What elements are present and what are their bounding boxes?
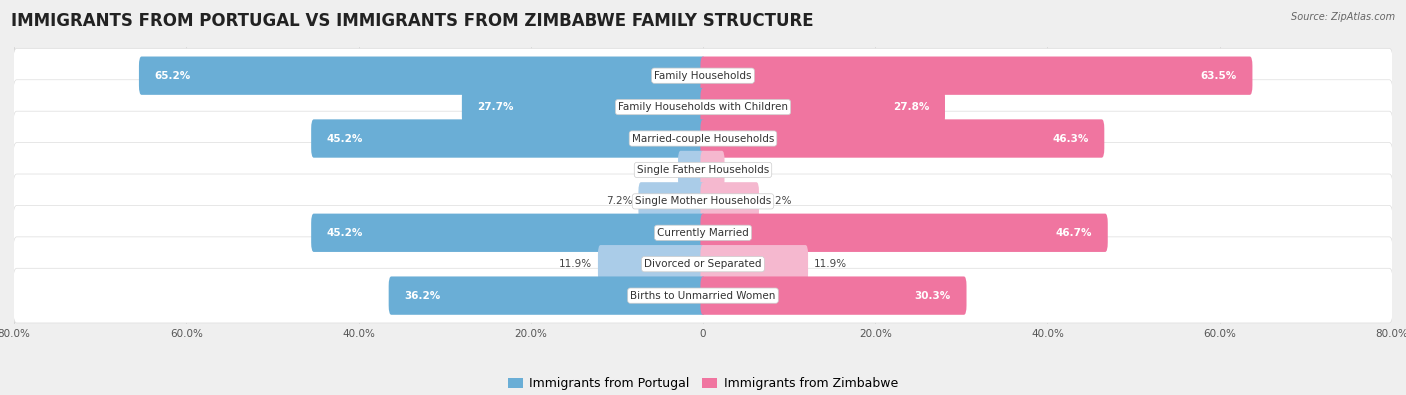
Text: Births to Unmarried Women: Births to Unmarried Women [630, 291, 776, 301]
Text: 11.9%: 11.9% [814, 259, 848, 269]
Text: 6.2%: 6.2% [765, 196, 792, 206]
FancyBboxPatch shape [700, 245, 808, 283]
FancyBboxPatch shape [13, 237, 1393, 292]
FancyBboxPatch shape [311, 119, 706, 158]
FancyBboxPatch shape [13, 48, 1393, 103]
FancyBboxPatch shape [638, 182, 706, 220]
Text: 27.8%: 27.8% [893, 102, 929, 112]
FancyBboxPatch shape [700, 56, 1253, 95]
FancyBboxPatch shape [13, 80, 1393, 134]
Text: 45.2%: 45.2% [326, 134, 363, 143]
FancyBboxPatch shape [461, 88, 706, 126]
Text: 63.5%: 63.5% [1201, 71, 1237, 81]
Text: 46.3%: 46.3% [1053, 134, 1088, 143]
FancyBboxPatch shape [388, 276, 706, 315]
FancyBboxPatch shape [13, 205, 1393, 260]
Text: 36.2%: 36.2% [404, 291, 440, 301]
Text: Family Households: Family Households [654, 71, 752, 81]
FancyBboxPatch shape [139, 56, 706, 95]
Text: Single Mother Households: Single Mother Households [636, 196, 770, 206]
FancyBboxPatch shape [13, 111, 1393, 166]
FancyBboxPatch shape [700, 88, 945, 126]
FancyBboxPatch shape [678, 151, 706, 189]
FancyBboxPatch shape [311, 214, 706, 252]
Text: 30.3%: 30.3% [915, 291, 950, 301]
Text: 46.7%: 46.7% [1056, 228, 1092, 238]
FancyBboxPatch shape [598, 245, 706, 283]
Text: 11.9%: 11.9% [558, 259, 592, 269]
Text: 2.2%: 2.2% [731, 165, 756, 175]
FancyBboxPatch shape [700, 119, 1104, 158]
FancyBboxPatch shape [13, 143, 1393, 197]
Text: Married-couple Households: Married-couple Households [631, 134, 775, 143]
FancyBboxPatch shape [13, 174, 1393, 229]
Text: Currently Married: Currently Married [657, 228, 749, 238]
FancyBboxPatch shape [700, 276, 966, 315]
FancyBboxPatch shape [700, 214, 1108, 252]
Text: Family Households with Children: Family Households with Children [619, 102, 787, 112]
Text: 65.2%: 65.2% [155, 71, 191, 81]
FancyBboxPatch shape [13, 268, 1393, 323]
FancyBboxPatch shape [700, 151, 724, 189]
Text: Source: ZipAtlas.com: Source: ZipAtlas.com [1291, 12, 1395, 22]
Text: Divorced or Separated: Divorced or Separated [644, 259, 762, 269]
Text: 2.6%: 2.6% [645, 165, 672, 175]
Text: 7.2%: 7.2% [606, 196, 633, 206]
Text: 45.2%: 45.2% [326, 228, 363, 238]
Text: 27.7%: 27.7% [478, 102, 513, 112]
FancyBboxPatch shape [700, 182, 759, 220]
Legend: Immigrants from Portugal, Immigrants from Zimbabwe: Immigrants from Portugal, Immigrants fro… [503, 372, 903, 395]
Text: IMMIGRANTS FROM PORTUGAL VS IMMIGRANTS FROM ZIMBABWE FAMILY STRUCTURE: IMMIGRANTS FROM PORTUGAL VS IMMIGRANTS F… [11, 12, 814, 30]
Text: Single Father Households: Single Father Households [637, 165, 769, 175]
